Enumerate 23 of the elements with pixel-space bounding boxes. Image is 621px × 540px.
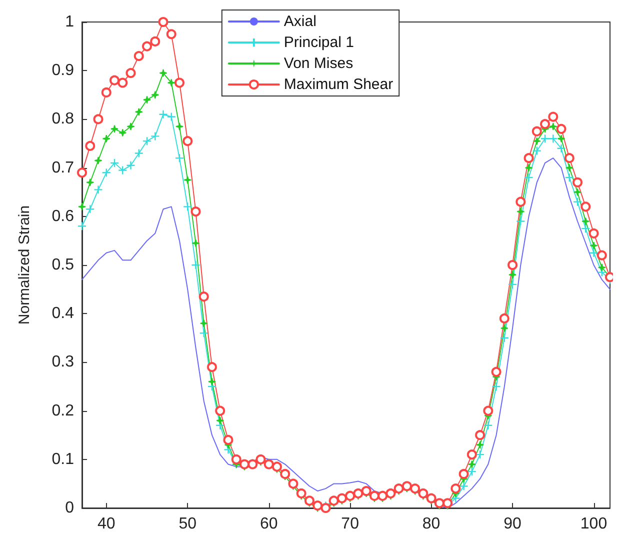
y-tick-label: 0.5 — [52, 256, 74, 274]
x-tick-label: 40 — [97, 516, 116, 532]
x-tick-label: 80 — [422, 516, 440, 532]
y-tick-label: 0.7 — [52, 159, 74, 176]
y-tick-label: 0.6 — [52, 208, 74, 225]
x-tick-label: 50 — [178, 516, 197, 532]
y-tick-label: 0.2 — [52, 402, 74, 420]
legend-label: Maximum Shear — [284, 76, 394, 93]
x-tick-label: 70 — [341, 516, 360, 532]
x-tick-label: 60 — [260, 516, 278, 532]
y-axis-title: Normalized Strain — [16, 205, 33, 325]
y-tick-label: 0.8 — [52, 110, 74, 128]
legend-label: Axial — [284, 13, 316, 30]
y-tick-label: 0.3 — [52, 354, 74, 371]
legend-label: Principal 1 — [284, 34, 354, 51]
y-tick-label: 0.1 — [52, 450, 74, 468]
y-tick-label: 1 — [65, 14, 74, 30]
y-tick-label: 0.4 — [52, 305, 74, 322]
legend-label: Von Mises — [284, 55, 354, 72]
y-tick-label: 0 — [65, 500, 74, 516]
x-tick-label: 100 — [580, 516, 608, 532]
x-tick-label: 90 — [504, 516, 522, 532]
y-tick-label: 0.9 — [52, 62, 74, 80]
